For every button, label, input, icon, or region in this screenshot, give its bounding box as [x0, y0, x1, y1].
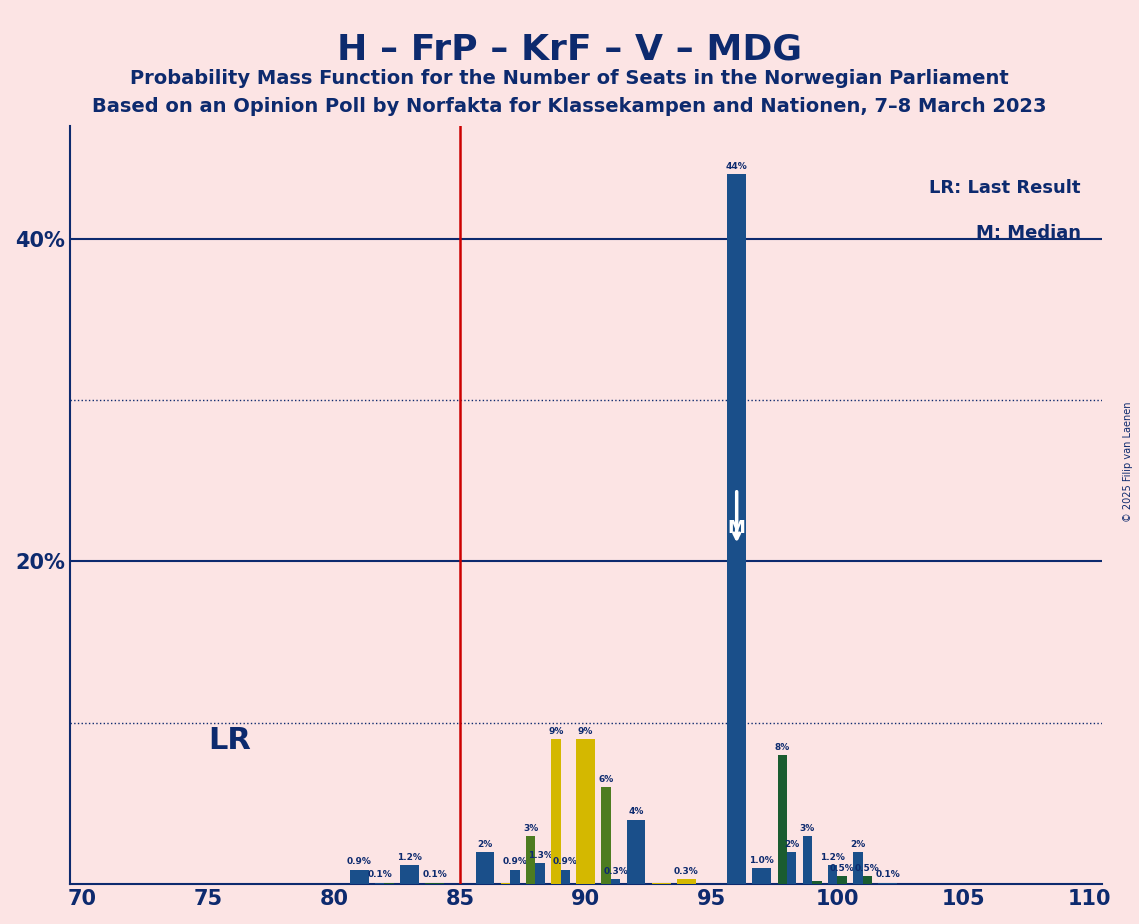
- Bar: [425, 882, 444, 884]
- Bar: [384, 882, 394, 884]
- Bar: [812, 881, 821, 884]
- Text: 0.1%: 0.1%: [423, 870, 446, 880]
- Text: 2%: 2%: [850, 840, 866, 848]
- Text: 4%: 4%: [629, 808, 644, 817]
- Bar: [862, 876, 872, 884]
- Text: M: M: [728, 519, 746, 537]
- Text: 0.1%: 0.1%: [876, 870, 900, 880]
- Bar: [476, 852, 494, 884]
- Bar: [535, 863, 544, 884]
- Bar: [400, 865, 419, 884]
- Bar: [551, 739, 560, 884]
- Bar: [727, 175, 746, 884]
- Text: Probability Mass Function for the Number of Seats in the Norwegian Parliament: Probability Mass Function for the Number…: [130, 69, 1009, 89]
- Bar: [375, 882, 384, 884]
- Text: 0.9%: 0.9%: [552, 857, 577, 867]
- Text: M: Median: M: Median: [976, 225, 1081, 242]
- Text: 3%: 3%: [800, 823, 816, 833]
- Text: © 2025 Filip van Laenen: © 2025 Filip van Laenen: [1123, 402, 1133, 522]
- Bar: [787, 852, 796, 884]
- Bar: [350, 869, 369, 884]
- Text: LR: LR: [208, 726, 251, 755]
- Text: 3%: 3%: [523, 823, 539, 833]
- Text: 2%: 2%: [784, 840, 800, 848]
- Bar: [560, 869, 570, 884]
- Text: 0.9%: 0.9%: [502, 857, 527, 867]
- Text: 0.5%: 0.5%: [829, 864, 854, 873]
- Text: 8%: 8%: [775, 743, 790, 752]
- Text: LR: Last Result: LR: Last Result: [929, 179, 1081, 197]
- Text: 44%: 44%: [726, 162, 747, 171]
- Bar: [753, 868, 771, 884]
- Text: Based on an Opinion Poll by Norfakta for Klassekampen and Nationen, 7–8 March 20: Based on an Opinion Poll by Norfakta for…: [92, 97, 1047, 116]
- Bar: [878, 882, 898, 884]
- Text: 9%: 9%: [548, 726, 564, 736]
- Bar: [576, 739, 595, 884]
- Text: 9%: 9%: [577, 726, 593, 736]
- Bar: [828, 865, 837, 884]
- Text: H – FrP – KrF – V – MDG: H – FrP – KrF – V – MDG: [337, 32, 802, 67]
- Text: 1.0%: 1.0%: [749, 856, 775, 865]
- Bar: [626, 820, 646, 884]
- Text: 0.9%: 0.9%: [346, 857, 371, 867]
- Text: 0.3%: 0.3%: [604, 867, 628, 876]
- Bar: [526, 835, 535, 884]
- Text: 1.2%: 1.2%: [398, 853, 421, 861]
- Text: 6%: 6%: [598, 775, 614, 784]
- Bar: [510, 869, 519, 884]
- Text: 1.3%: 1.3%: [527, 851, 552, 860]
- Bar: [803, 835, 812, 884]
- Text: 0.5%: 0.5%: [855, 864, 879, 873]
- Bar: [601, 787, 611, 884]
- Bar: [652, 882, 671, 884]
- Text: 1.2%: 1.2%: [820, 853, 845, 861]
- Text: 2%: 2%: [477, 840, 493, 848]
- Bar: [611, 880, 621, 884]
- Bar: [677, 880, 696, 884]
- Bar: [778, 755, 787, 884]
- Bar: [853, 852, 862, 884]
- Bar: [501, 882, 510, 884]
- Text: 0.3%: 0.3%: [674, 867, 698, 876]
- Text: 0.1%: 0.1%: [367, 870, 392, 880]
- Bar: [837, 876, 846, 884]
